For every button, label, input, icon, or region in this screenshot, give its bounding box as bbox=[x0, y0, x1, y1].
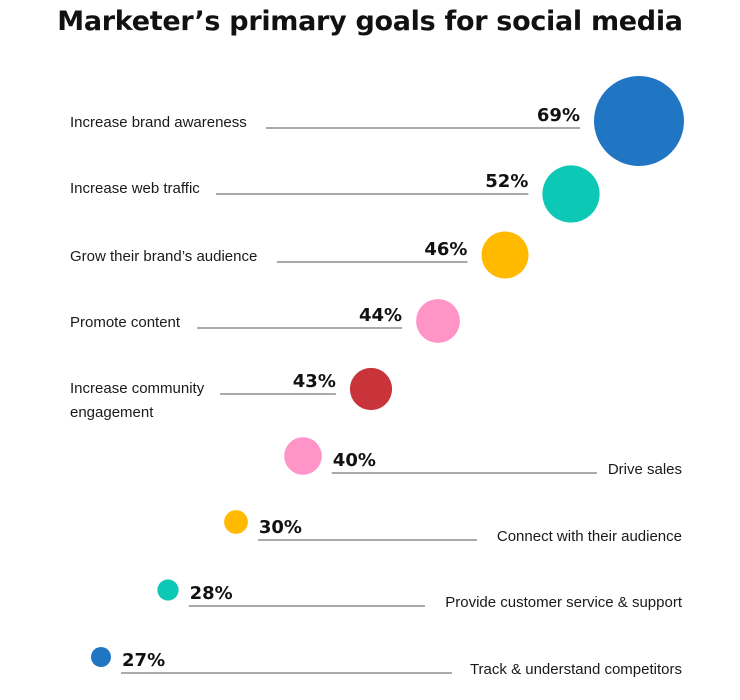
bubble-3 bbox=[416, 299, 460, 343]
category-label-2: Grow their brand’s audience bbox=[70, 248, 257, 265]
bubble-8 bbox=[91, 647, 111, 667]
value-label-6: 30% bbox=[259, 517, 302, 538]
bubble-2 bbox=[481, 231, 529, 279]
value-label-0: 69% bbox=[537, 105, 580, 126]
value-label-8: 27% bbox=[122, 650, 165, 671]
category-label-0: Increase brand awareness bbox=[70, 114, 247, 131]
value-label-5: 40% bbox=[333, 450, 376, 471]
value-label-4: 43% bbox=[293, 371, 336, 392]
chart-title: Marketer’s primary goals for social medi… bbox=[57, 6, 683, 37]
bubble-4 bbox=[349, 367, 393, 411]
value-label-7: 28% bbox=[190, 583, 233, 604]
category-label-6: Connect with their audience bbox=[497, 528, 682, 545]
bubble-1 bbox=[542, 165, 600, 223]
bubble-7 bbox=[157, 579, 179, 601]
category-label-4: Increase community engagement bbox=[70, 380, 205, 421]
category-label-7: Provide customer service & support bbox=[445, 594, 683, 611]
value-label-2: 46% bbox=[424, 239, 467, 260]
category-label-5: Drive sales bbox=[608, 461, 682, 478]
bubble-0 bbox=[594, 76, 684, 166]
value-label-3: 44% bbox=[359, 305, 402, 326]
value-label-1: 52% bbox=[485, 171, 528, 192]
category-label-3: Promote content bbox=[70, 314, 181, 331]
category-label-8: Track & understand competitors bbox=[470, 661, 682, 678]
bubble-6 bbox=[224, 510, 248, 534]
category-label-1: Increase web traffic bbox=[70, 180, 200, 197]
bubble-5 bbox=[284, 437, 322, 475]
